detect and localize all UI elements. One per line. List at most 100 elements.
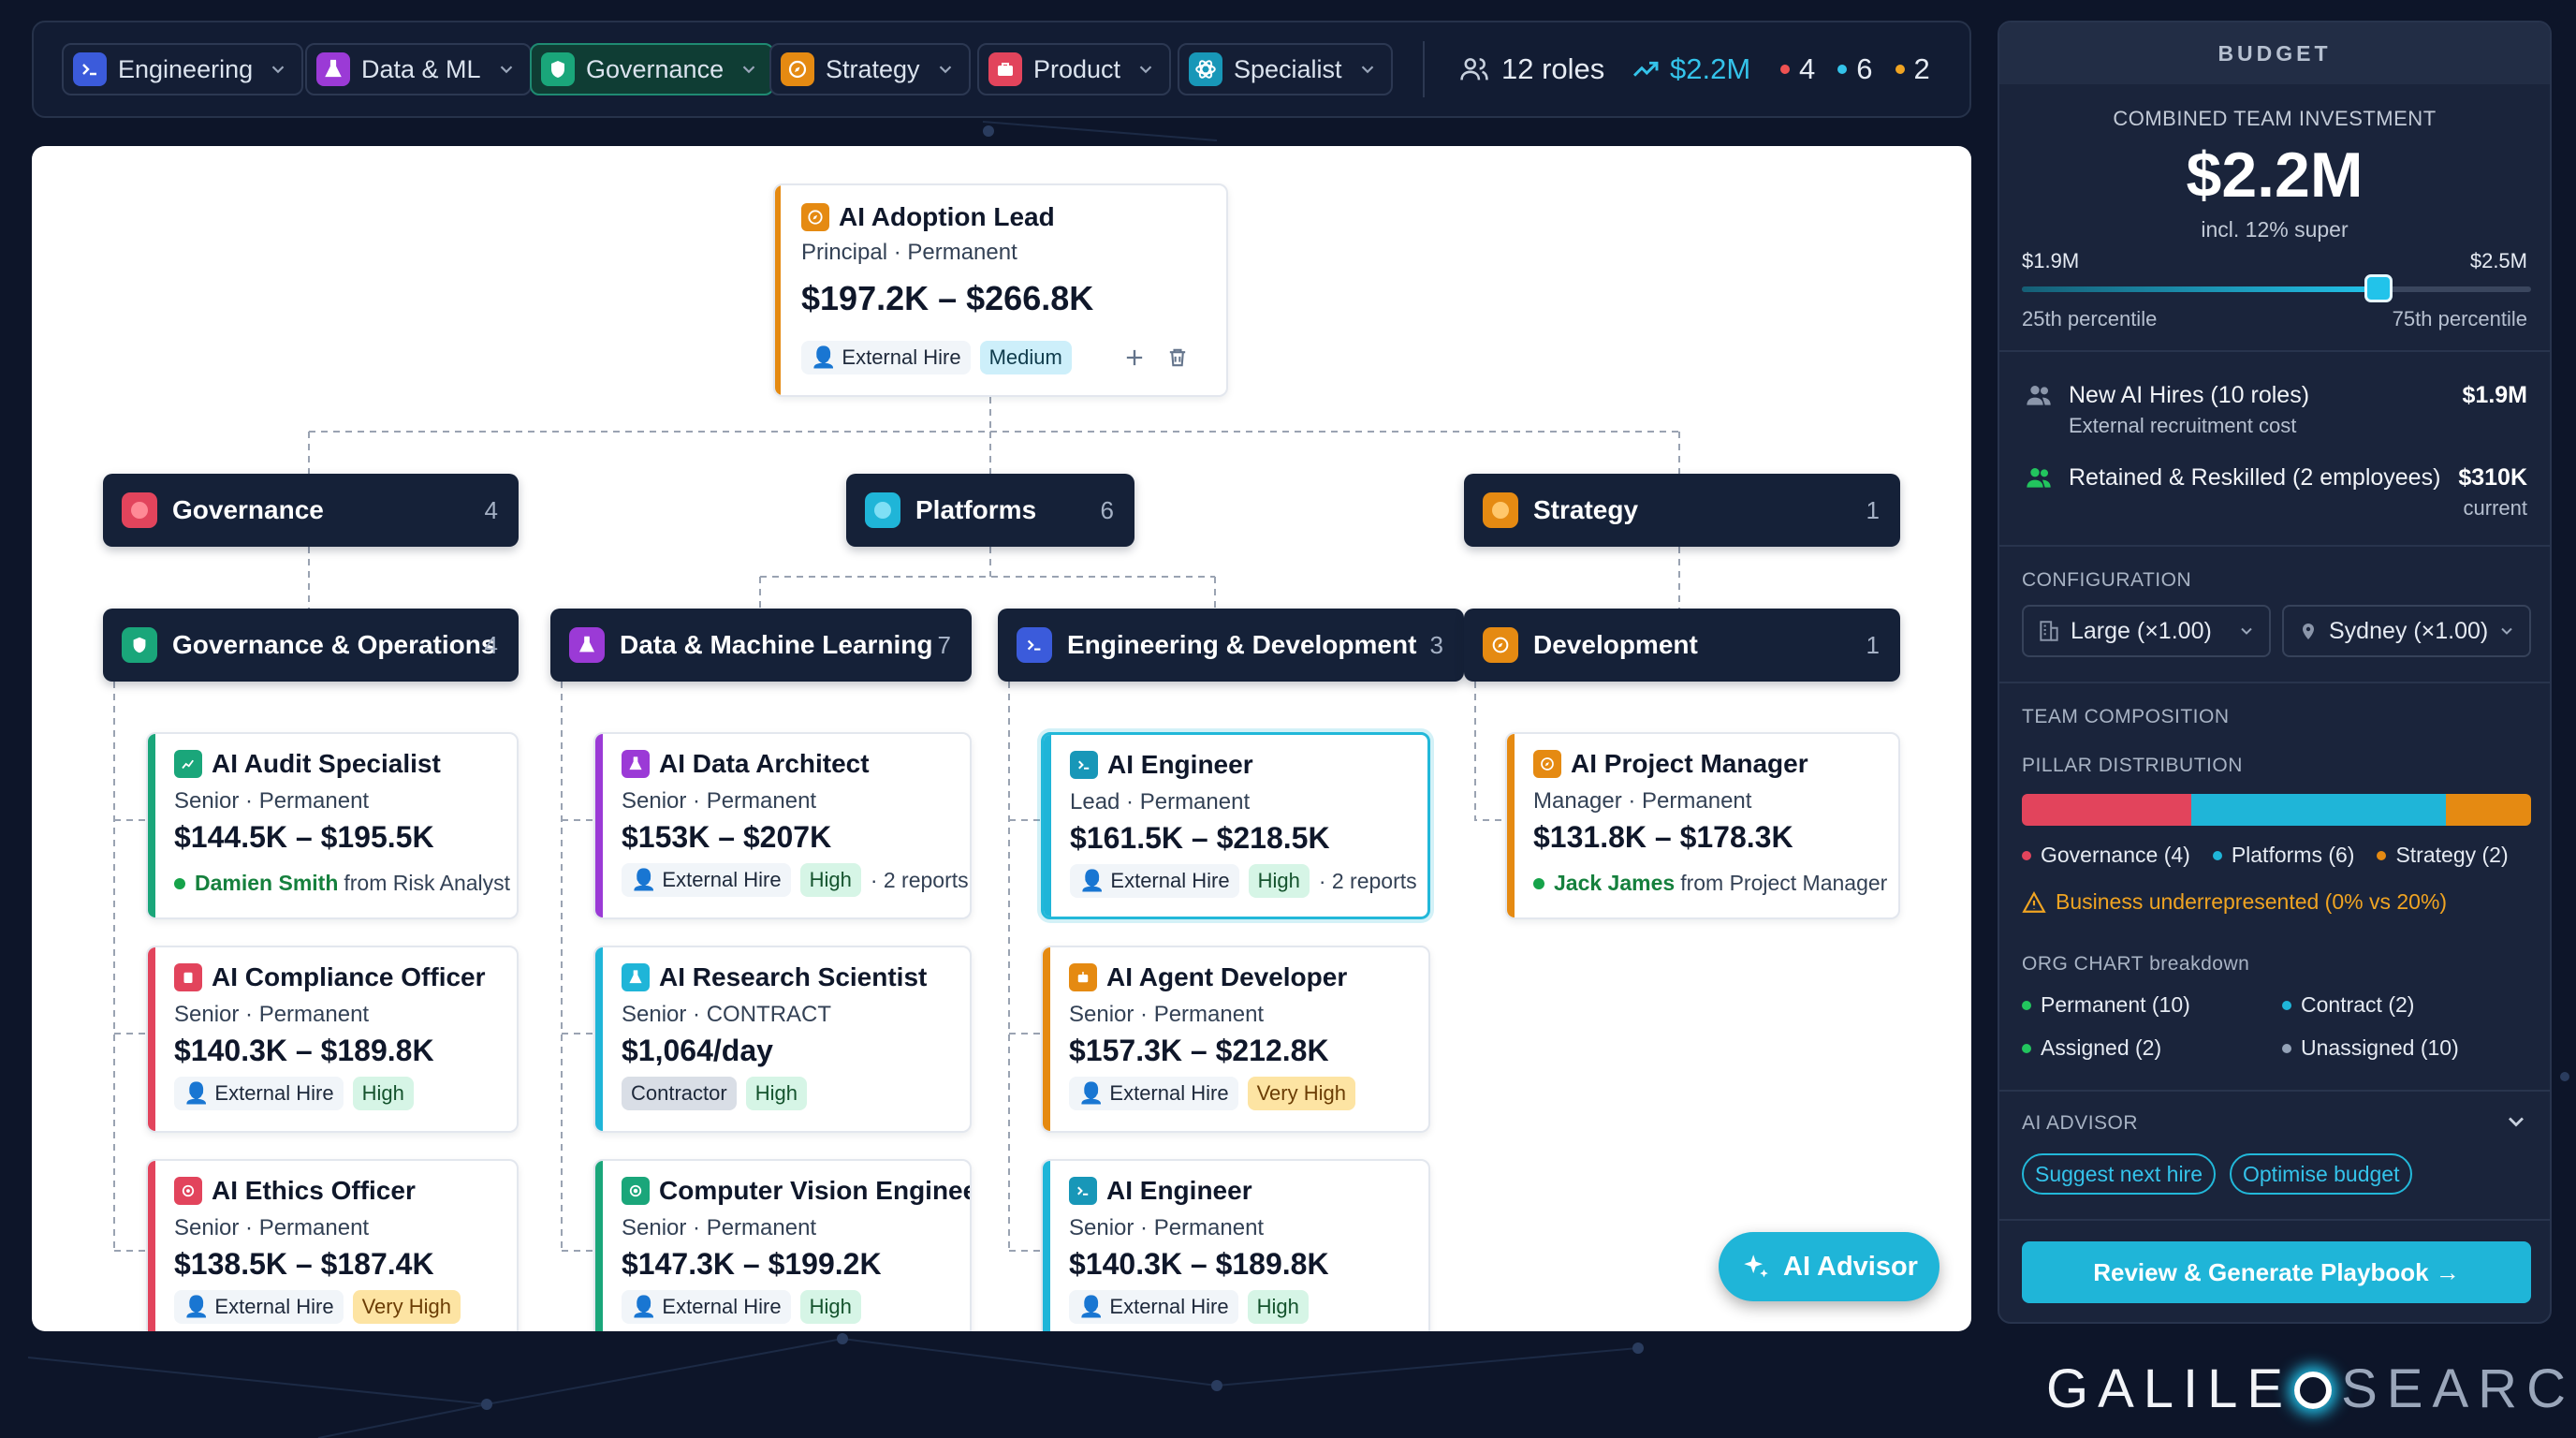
priority-badge: High: [745, 1077, 807, 1110]
user-plus-icon: 👤: [183, 1295, 210, 1318]
legend-strategy: Strategy (2): [2395, 843, 2509, 867]
card-accent: [595, 734, 603, 917]
filter-data-ml[interactable]: Data & ML: [305, 43, 532, 95]
chevron-down-icon: [1139, 66, 1152, 74]
subgroup-governance-operations[interactable]: Governance & Operations 4: [103, 609, 519, 682]
salary-range: $131.8K – $178.3K: [1533, 820, 1793, 854]
hire-type-label: External Hire: [1110, 869, 1230, 892]
assigned-person[interactable]: Jack James: [1554, 871, 1676, 895]
role-title: AI Project Manager: [1571, 749, 1808, 778]
hire-type-label: External Hire: [1109, 1295, 1229, 1318]
compass-icon: [781, 52, 814, 86]
group-count: 4: [484, 495, 498, 524]
grey-dot-icon: [2282, 1043, 2291, 1053]
hire-type-badge: Contractor: [622, 1077, 737, 1110]
location-select[interactable]: Sydney (×1.00): [2282, 605, 2531, 657]
new-hires-label: New AI Hires (10 roles): [2069, 382, 2310, 408]
filter-toolbar: Engineering Data & ML Governance Strateg…: [32, 21, 1971, 118]
underrepresented-warning: Business underrepresented (0% vs 20%): [2022, 889, 2447, 915]
ai-advisor-button[interactable]: AI Advisor: [1719, 1232, 1939, 1301]
salary-range: $161.5K – $218.5K: [1070, 821, 1330, 855]
role-card-ai-adoption-lead[interactable]: AI Adoption Lead Principal · Permanent $…: [773, 183, 1228, 397]
priority-badge: High: [1248, 864, 1310, 898]
briefcase-icon: [988, 52, 1022, 86]
filter-specialist[interactable]: Specialist: [1178, 43, 1393, 95]
priority-badge: High: [352, 1077, 414, 1110]
hire-type-label: External Hire: [662, 1295, 782, 1318]
priority-badge: Medium: [979, 341, 1072, 374]
hire-type-badge: 👤 External Hire: [1070, 864, 1239, 898]
role-card-ai-audit-specialist[interactable]: AI Audit Specialist Senior · Permanent $…: [146, 732, 519, 919]
suggest-next-hire-chip[interactable]: Suggest next hire: [2022, 1153, 2217, 1195]
group-label: Governance & Operations: [172, 630, 496, 659]
org-breakdown-label: ORG CHART breakdown: [2022, 953, 2250, 975]
combined-label-wrap: COMBINED TEAM INVESTMENT: [1999, 107, 2550, 131]
subgroup-development[interactable]: Development 1: [1464, 609, 1900, 682]
role-card-ai-project-manager[interactable]: AI Project Manager Manager · Permanent $…: [1505, 732, 1900, 919]
group-count: 4: [484, 630, 498, 659]
card-accent: [148, 1161, 155, 1331]
role-card-computer-vision-engineer[interactable]: Computer Vision Engineer Senior · Perman…: [593, 1159, 972, 1331]
chevron-down-icon[interactable]: [2503, 1108, 2529, 1135]
subgroup-data-ml[interactable]: Data & Machine Learning 7: [550, 609, 972, 682]
chevron-down-icon: [271, 66, 285, 74]
budget-amount: $2.2M: [2186, 139, 2364, 211]
role-card-ai-research-scientist[interactable]: AI Research Scientist Senior · CONTRACT …: [593, 946, 972, 1133]
plus-icon[interactable]: [1121, 345, 1148, 371]
group-count: 1: [1866, 495, 1880, 524]
role-title: AI Engineer: [1106, 1176, 1252, 1205]
group-strategy[interactable]: Strategy 1: [1464, 474, 1900, 547]
role-card-ai-compliance-officer[interactable]: AI Compliance Officer Senior · Permanent…: [146, 946, 519, 1133]
location-value: Sydney (×1.00): [2329, 617, 2489, 644]
salary-range: $153K – $207K: [622, 820, 832, 854]
chevron-down-icon: [2501, 627, 2512, 635]
filter-strategy[interactable]: Strategy: [769, 43, 971, 95]
company-size-select[interactable]: Large (×1.00): [2022, 605, 2271, 657]
permanent-label: Permanent (10): [2041, 992, 2190, 1017]
role-card-ai-ethics-officer[interactable]: AI Ethics Officer Senior · Permanent $13…: [146, 1159, 519, 1331]
slider-fill: [2022, 286, 2378, 292]
optimise-budget-chip[interactable]: Optimise budget: [2230, 1153, 2413, 1195]
group-label: Strategy: [1533, 495, 1639, 524]
role-title: AI Data Architect: [659, 749, 870, 778]
slider-handle[interactable]: [2364, 274, 2393, 302]
role-card-ai-engineer-lead[interactable]: AI Engineer Lead · Permanent $161.5K – $…: [1041, 732, 1430, 919]
group-label: Development: [1533, 630, 1698, 659]
budget-panel: BUDGET COMBINED TEAM INVESTMENT $2.2M in…: [1998, 21, 2552, 1324]
new-hires-sub: External recruitment cost: [2069, 414, 2297, 437]
hire-type-badge: 👤 External Hire: [801, 341, 971, 374]
filter-governance[interactable]: Governance: [530, 43, 775, 95]
group-color-icon: [865, 492, 900, 528]
assigned-person[interactable]: Damien Smith: [195, 871, 339, 895]
group-count: 7: [937, 630, 951, 659]
logo-left: GALILE: [2046, 1358, 2293, 1419]
target-icon: [174, 1177, 202, 1205]
user-plus-icon: 👤: [631, 868, 657, 891]
warning-text: Business underrepresented (0% vs 20%): [2056, 889, 2448, 914]
salary-range: $1,064/day: [622, 1034, 773, 1067]
trash-icon[interactable]: [1164, 345, 1191, 371]
role-level: Lead · Permanent: [1070, 789, 1251, 814]
role-level: Senior · Permanent: [174, 788, 370, 814]
salary-range: $144.5K – $195.5K: [174, 820, 434, 854]
role-card-ai-agent-developer[interactable]: AI Agent Developer Senior · Permanent $1…: [1041, 946, 1430, 1133]
role-card-ai-data-architect[interactable]: AI Data Architect Senior · Permanent $15…: [593, 732, 972, 919]
role-card-ai-engineer-senior[interactable]: AI Engineer Senior · Permanent $140.3K –…: [1041, 1159, 1430, 1331]
logo-right: SEARCH: [2341, 1358, 2576, 1419]
pillar-segment: [2446, 794, 2531, 826]
reports-count: · 2 reports: [870, 867, 969, 892]
user-plus-icon: 👤: [1079, 869, 1105, 892]
subgroup-engineering-development[interactable]: Engineering & Development 3: [998, 609, 1464, 682]
budget-slider[interactable]: [2022, 274, 2531, 302]
role-level: Senior · Permanent: [174, 1002, 370, 1027]
org-chart-canvas: AI Adoption Lead Principal · Permanent $…: [32, 146, 1971, 1331]
filter-engineering[interactable]: Engineering: [62, 43, 304, 95]
pillar-legend: Governance (4) Platforms (6) Strategy (2…: [2022, 843, 2509, 868]
filter-product[interactable]: Product: [977, 43, 1172, 95]
group-platforms[interactable]: Platforms 6: [846, 474, 1134, 547]
group-governance[interactable]: Governance 4: [103, 474, 519, 547]
review-generate-playbook-button[interactable]: Review & Generate Playbook →: [2022, 1241, 2531, 1303]
flask-icon: [569, 627, 605, 663]
permanent-stat: Permanent (10): [2022, 992, 2190, 1018]
priority-badge: High: [799, 1290, 861, 1324]
